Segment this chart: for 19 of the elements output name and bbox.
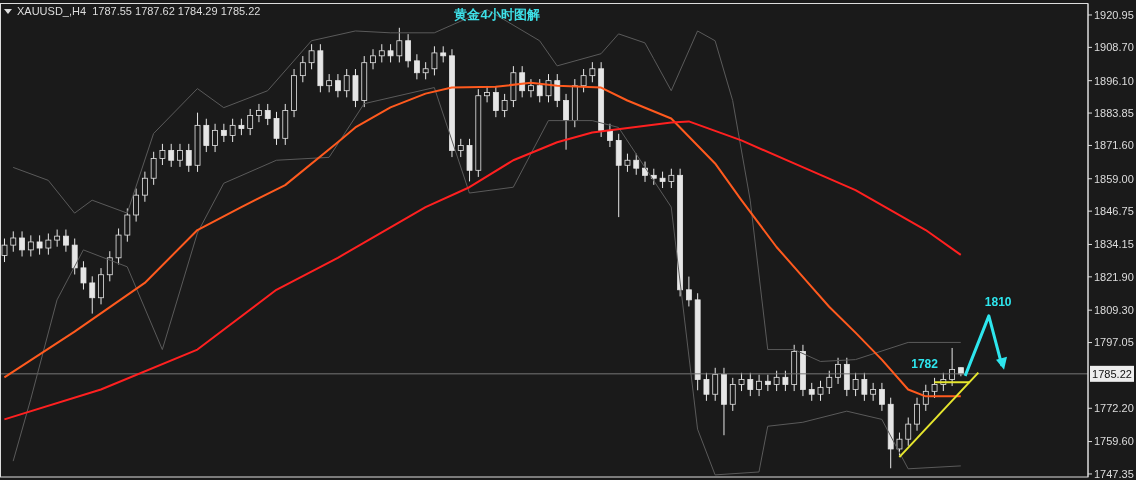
chart-subtitle: XAUUSD_,H4 1787.55 1787.62 1784.29 1785.22 xyxy=(17,5,261,17)
y-tick-label: 1871.60 xyxy=(1094,139,1134,152)
y-tick-label: 1846.75 xyxy=(1094,205,1134,218)
y-tick-label: 1747.35 xyxy=(1094,467,1134,480)
y-tick-label: 1821.90 xyxy=(1094,270,1134,283)
ref-line-label: 1785.22 xyxy=(1092,367,1132,380)
y-tick-label: 1859.00 xyxy=(1094,172,1134,185)
y-tick-label: 1896.10 xyxy=(1094,74,1134,87)
chart-title: 黄金4小时图解 xyxy=(453,7,540,22)
y-tick-label: 1834.15 xyxy=(1094,238,1134,251)
y-tick-label: 1797.05 xyxy=(1094,336,1134,349)
annotation: 1810 xyxy=(984,294,1012,309)
annotation: 1782 xyxy=(911,356,939,371)
y-tick-label: 1883.85 xyxy=(1094,106,1134,119)
y-tick-label: 1759.60 xyxy=(1094,435,1134,448)
y-tick-label: 1908.70 xyxy=(1094,41,1134,54)
y-tick-label: 1772.20 xyxy=(1094,402,1134,415)
y-tick-label: 1809.30 xyxy=(1094,304,1134,317)
y-tick-label: 1920.95 xyxy=(1094,8,1134,21)
